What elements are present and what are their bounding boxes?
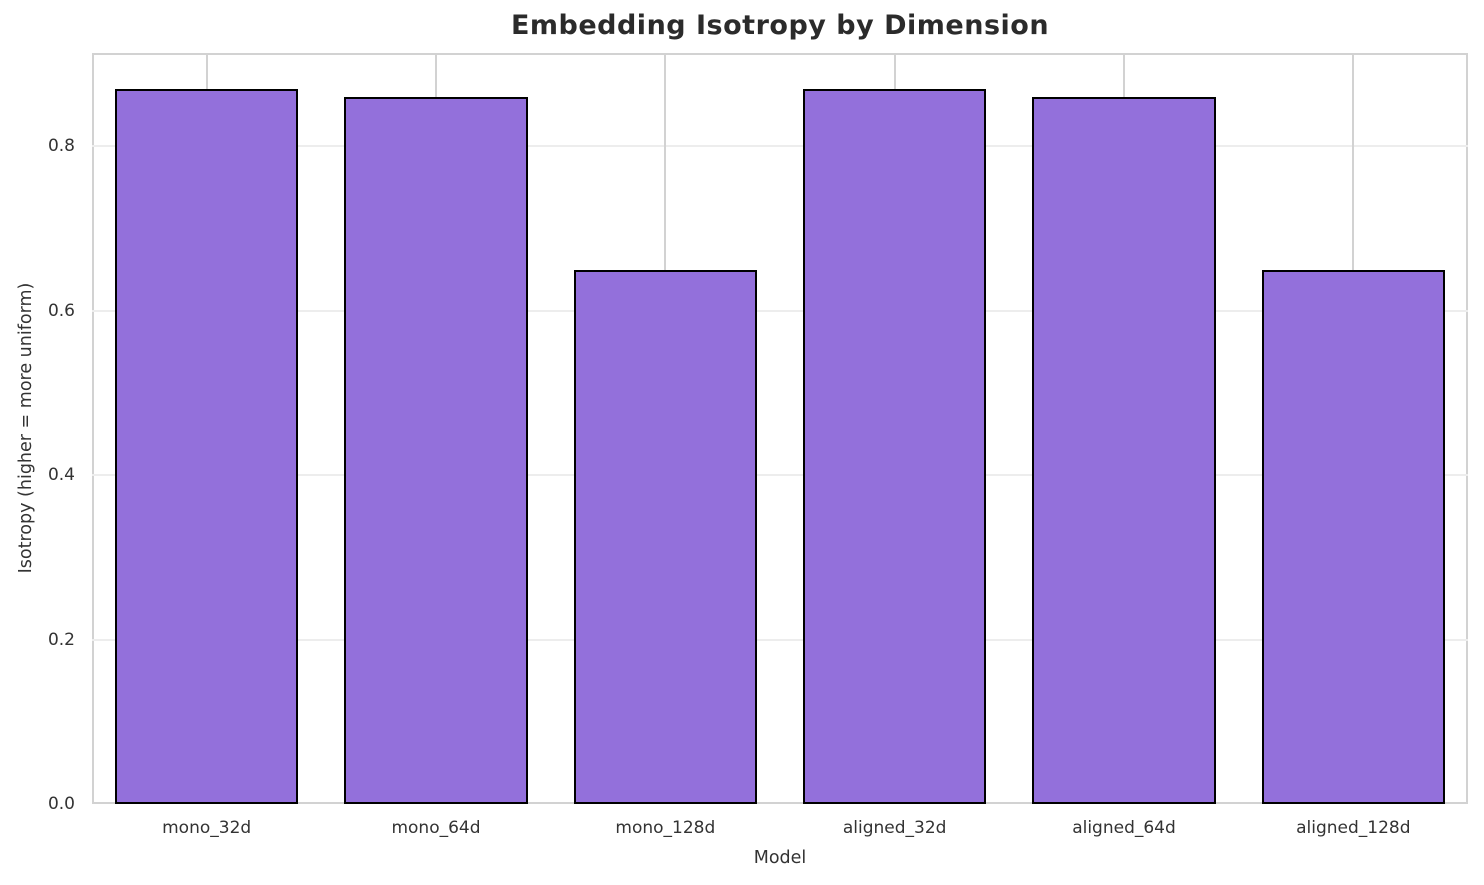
x-tick-label: mono_32d	[162, 818, 252, 838]
chart-title: Embedding Isotropy by Dimension	[510, 10, 1050, 41]
y-tick-label: 0.8	[47, 136, 75, 157]
x-axis-label: Model	[753, 848, 807, 868]
y-tick-label: 0.6	[47, 300, 75, 321]
x-tick-label: aligned_32d	[842, 818, 947, 838]
x-tick-label: mono_128d	[615, 818, 716, 838]
bar-aligned_128d	[1261, 269, 1446, 804]
y-axis-label: Isotropy (higher = more uniform)	[16, 282, 36, 574]
y-gridline	[92, 638, 1468, 641]
y-gridline	[92, 145, 1468, 148]
bar-aligned_32d	[802, 88, 987, 804]
y-gridline	[92, 474, 1468, 477]
y-tick-label: 0.4	[47, 465, 75, 486]
x-tick-label: aligned_128d	[1296, 818, 1411, 838]
bar-mono_128d	[573, 269, 758, 804]
plot-area	[92, 53, 1468, 804]
bar-aligned_64d	[1032, 96, 1216, 804]
x-tick-label: aligned_64d	[1072, 818, 1176, 838]
x-tick-label: mono_64d	[391, 818, 481, 838]
y-tick-label: 0.0	[47, 794, 75, 814]
y-tick-label: 0.2	[47, 629, 75, 650]
bar-mono_32d	[114, 88, 299, 804]
y-gridline	[92, 309, 1468, 312]
bar-mono_64d	[344, 96, 528, 804]
